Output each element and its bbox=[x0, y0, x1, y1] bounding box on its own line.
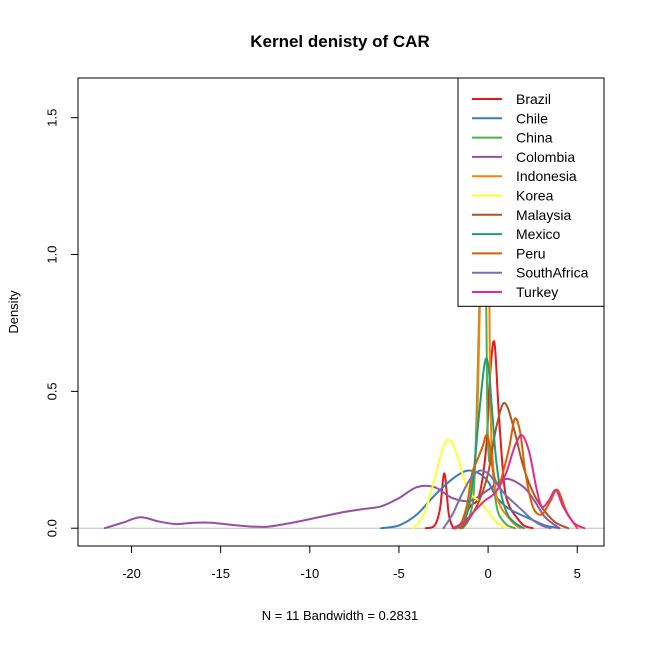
y-tick-label: 1.0 bbox=[44, 245, 59, 263]
legend-label: Chile bbox=[516, 110, 548, 126]
density-line-chile bbox=[380, 469, 561, 530]
density-line-brazil bbox=[424, 340, 534, 530]
legend-label: Brazil bbox=[516, 91, 551, 107]
legend-label: Peru bbox=[516, 245, 546, 261]
density-line-southafrica bbox=[442, 469, 552, 530]
legend-label: Malaysia bbox=[516, 207, 571, 223]
y-tick-label: 0.0 bbox=[44, 519, 59, 537]
density-line-peru bbox=[458, 417, 579, 530]
x-tick-label: -5 bbox=[393, 566, 405, 581]
y-tick-label: 0.5 bbox=[44, 382, 59, 400]
legend-label: Indonesia bbox=[516, 168, 577, 184]
legend-label: Turkey bbox=[516, 284, 558, 300]
y-axis-label: Density bbox=[6, 290, 21, 334]
density-line-mexico bbox=[455, 357, 525, 530]
x-tick-label: 5 bbox=[574, 566, 581, 581]
legend-label: Korea bbox=[516, 188, 554, 204]
chart-title: Kernel denisty of CAR bbox=[250, 32, 429, 51]
legend-label: SouthAfrica bbox=[516, 265, 589, 281]
plot-frame bbox=[77, 77, 605, 547]
density-line-turkey bbox=[451, 434, 586, 530]
y-axis: 0.0 0.5 1.0 1.5 bbox=[44, 109, 79, 537]
legend-box bbox=[457, 77, 605, 307]
legend: Brazil Chile China Colombia Indonesia Korea Ma… bbox=[457, 77, 605, 307]
x-tick-label: -15 bbox=[211, 566, 230, 581]
x-tick-label: -20 bbox=[122, 566, 141, 581]
legend-label: Colombia bbox=[516, 149, 575, 165]
x-axis: -20 -15 -10 -5 0 5 bbox=[122, 545, 581, 581]
legend-label: Mexico bbox=[516, 226, 561, 242]
legend-label: China bbox=[516, 130, 553, 146]
x-tick-label: 0 bbox=[484, 566, 491, 581]
x-axis-label: N = 11 Bandwidth = 0.2831 bbox=[262, 608, 419, 623]
x-tick-label: -10 bbox=[300, 566, 319, 581]
density-line-colombia bbox=[103, 477, 561, 530]
y-tick-label: 1.5 bbox=[44, 109, 59, 127]
density-line-korea bbox=[412, 438, 507, 530]
